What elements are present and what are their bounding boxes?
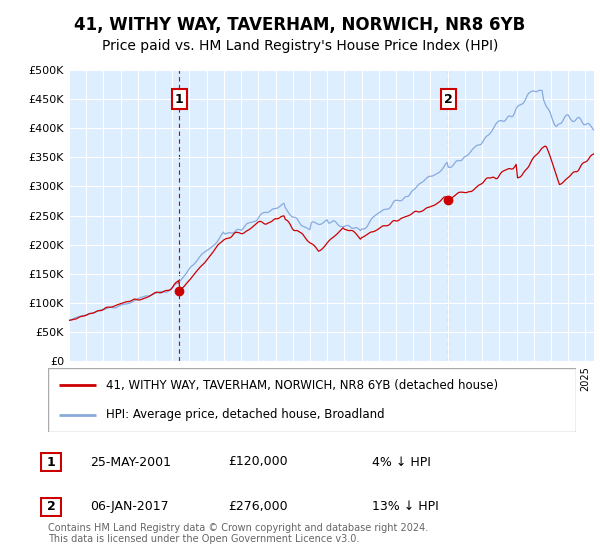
- Text: 1: 1: [175, 92, 184, 106]
- Text: 06-JAN-2017: 06-JAN-2017: [90, 500, 169, 514]
- Text: Price paid vs. HM Land Registry's House Price Index (HPI): Price paid vs. HM Land Registry's House …: [102, 39, 498, 53]
- Text: £120,000: £120,000: [228, 455, 287, 469]
- Text: 41, WITHY WAY, TAVERHAM, NORWICH, NR8 6YB (detached house): 41, WITHY WAY, TAVERHAM, NORWICH, NR8 6Y…: [106, 379, 498, 392]
- Text: 41, WITHY WAY, TAVERHAM, NORWICH, NR8 6YB: 41, WITHY WAY, TAVERHAM, NORWICH, NR8 6Y…: [74, 16, 526, 34]
- Text: Contains HM Land Registry data © Crown copyright and database right 2024.
This d: Contains HM Land Registry data © Crown c…: [48, 522, 428, 544]
- Text: 13% ↓ HPI: 13% ↓ HPI: [372, 500, 439, 514]
- FancyBboxPatch shape: [41, 453, 61, 471]
- FancyBboxPatch shape: [41, 498, 61, 516]
- Text: 2: 2: [444, 92, 452, 106]
- FancyBboxPatch shape: [48, 368, 576, 432]
- Text: 1: 1: [47, 455, 55, 469]
- Text: £276,000: £276,000: [228, 500, 287, 514]
- Text: 25-MAY-2001: 25-MAY-2001: [90, 455, 171, 469]
- Text: 4% ↓ HPI: 4% ↓ HPI: [372, 455, 431, 469]
- Text: 2: 2: [47, 500, 55, 514]
- Text: HPI: Average price, detached house, Broadland: HPI: Average price, detached house, Broa…: [106, 408, 385, 422]
